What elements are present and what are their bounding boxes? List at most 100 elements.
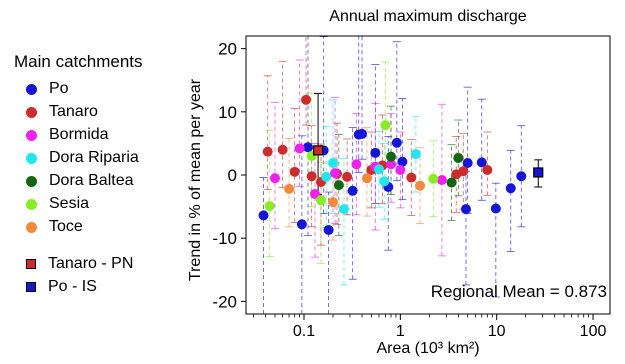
legend-item: Bormida <box>26 126 109 144</box>
legend-dot-marker <box>26 175 37 187</box>
legend-label: Tanaro - PN <box>48 255 134 272</box>
data-point-square <box>533 167 544 178</box>
x-axis-label: Area (10³ km²) <box>376 340 480 357</box>
data-point <box>397 156 408 167</box>
data-point <box>330 168 341 179</box>
data-point <box>406 172 417 183</box>
error-bar <box>259 177 268 315</box>
y-axis-label: Trend in % of mean per year <box>187 78 204 282</box>
points-layer <box>258 94 544 235</box>
data-point <box>328 157 339 168</box>
data-point <box>321 171 332 182</box>
legend-square-marker <box>26 259 36 269</box>
y-tick-label: 10 <box>218 103 237 122</box>
legend-item: Sesia <box>26 195 89 213</box>
legend-label: Po - IS <box>48 278 97 295</box>
error-bar <box>278 60 287 189</box>
data-point <box>258 210 269 221</box>
data-point <box>490 203 501 214</box>
legend-label: Po <box>49 80 69 97</box>
data-point <box>277 144 288 155</box>
x-tick-label: 1 <box>396 323 405 340</box>
data-point <box>270 173 281 184</box>
data-point <box>347 185 358 196</box>
legend-title: Main catchments <box>14 52 143 71</box>
legend-dot-marker <box>26 129 37 141</box>
error-bars-layer <box>259 35 543 315</box>
data-point <box>328 197 339 208</box>
y-tick-label: 20 <box>218 40 237 59</box>
data-point <box>482 164 493 175</box>
data-point <box>284 183 295 194</box>
data-point <box>306 171 317 182</box>
error-bar <box>463 86 472 214</box>
legend-dot-marker <box>26 106 37 118</box>
legend-item: Tanaro <box>26 103 98 121</box>
data-point <box>415 180 426 191</box>
data-point <box>264 200 275 211</box>
error-bar <box>381 61 390 164</box>
legend-item: Dora Baltea <box>26 172 134 190</box>
data-point <box>289 166 300 177</box>
data-point <box>505 183 516 194</box>
legend-item: Dora Riparia <box>26 149 139 167</box>
legend-label: Dora Baltea <box>49 172 134 189</box>
data-point <box>453 152 464 163</box>
data-point <box>370 147 381 158</box>
error-bar <box>371 64 380 204</box>
error-bar <box>290 108 299 223</box>
data-point <box>380 120 391 131</box>
data-point <box>361 173 372 184</box>
data-point <box>386 151 397 162</box>
y-tick-label: 0 <box>228 166 237 185</box>
error-bar <box>398 98 407 201</box>
data-point <box>338 204 349 215</box>
legend-label: Bormida <box>49 126 109 143</box>
error-bar <box>392 41 401 182</box>
y-tick-label: -10 <box>212 229 237 248</box>
data-point-square <box>312 145 324 156</box>
error-bar <box>483 131 492 196</box>
data-point <box>333 180 344 191</box>
legend-label: Sesia <box>49 195 90 212</box>
data-point <box>428 173 439 184</box>
data-point <box>323 224 334 235</box>
data-point <box>301 94 312 105</box>
error-bar <box>302 35 311 126</box>
data-point <box>351 159 362 170</box>
legend-square-marker <box>26 282 36 292</box>
data-point <box>315 195 326 206</box>
error-bar <box>324 191 333 315</box>
x-tick-label: 10 <box>488 323 506 340</box>
data-point <box>386 159 397 170</box>
regional-mean-annotation: Regional Mean = 0.873 <box>430 282 607 301</box>
legend-label: Tanaro <box>49 103 98 120</box>
legend-label: Toce <box>49 218 83 235</box>
error-bar <box>263 75 272 190</box>
legend-item: Po <box>26 80 69 98</box>
data-point <box>302 142 313 153</box>
legend-item: Po - IS <box>26 278 97 296</box>
error-bar <box>271 101 280 230</box>
error-bar <box>387 105 396 195</box>
legend-dot-marker <box>26 221 37 233</box>
data-point <box>436 175 447 186</box>
data-point <box>357 128 368 139</box>
legend-label: Dora Riparia <box>49 149 139 166</box>
y-tick-label: -20 <box>212 292 237 311</box>
error-bar <box>506 149 515 252</box>
data-point <box>262 146 273 157</box>
legend-dot-marker <box>26 83 37 95</box>
legend-dot-marker <box>26 198 37 210</box>
plot-frame <box>245 35 611 315</box>
x-tick-label: 100 <box>580 323 607 340</box>
data-point <box>395 164 406 175</box>
data-point <box>476 157 487 168</box>
error-bar <box>285 137 294 228</box>
data-point <box>446 177 457 188</box>
data-point <box>379 176 390 187</box>
error-bar <box>329 99 338 214</box>
x-tick-label: 0.1 <box>293 323 315 340</box>
legend-item: Toce <box>26 218 83 236</box>
